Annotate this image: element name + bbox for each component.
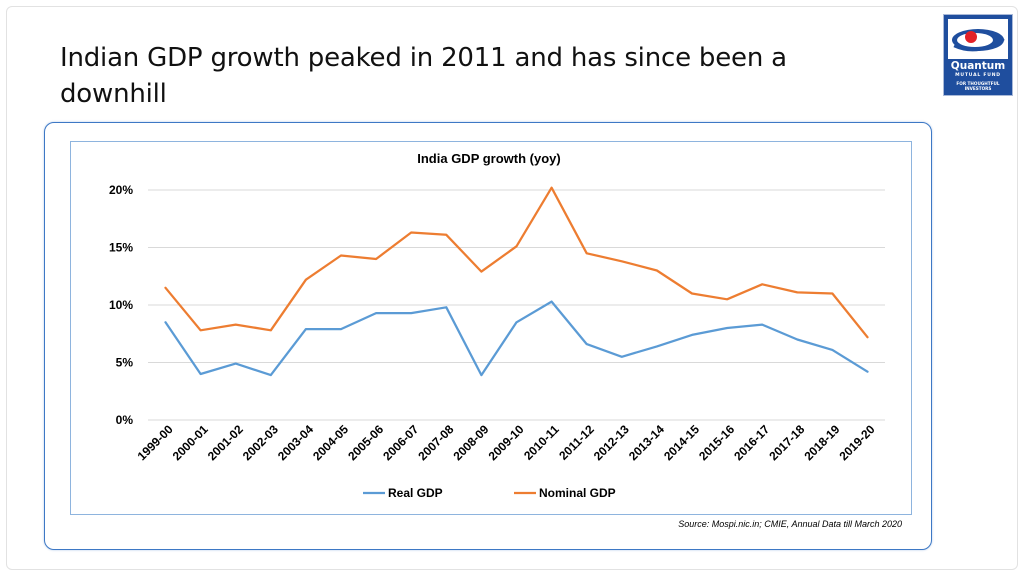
data-point-real-gdp xyxy=(515,321,518,324)
chart-title: India GDP growth (yoy) xyxy=(417,151,561,166)
data-point-nominal-gdp xyxy=(234,323,237,326)
data-point-real-gdp xyxy=(234,362,237,365)
y-tick-label: 20% xyxy=(109,183,133,197)
data-point-nominal-gdp xyxy=(691,292,693,295)
y-tick-label: 15% xyxy=(109,241,133,255)
logo-name: Quantum xyxy=(950,60,1006,72)
logo-emblem xyxy=(948,19,1008,59)
x-tick-label: 2018-19 xyxy=(801,422,842,463)
data-point-real-gdp xyxy=(270,374,272,376)
chart-frame xyxy=(70,141,912,515)
data-point-real-gdp xyxy=(585,343,588,345)
data-point-nominal-gdp xyxy=(796,291,799,294)
x-tick-label: 1999-00 xyxy=(135,422,176,463)
data-point-real-gdp xyxy=(550,300,553,303)
data-point-nominal-gdp xyxy=(831,292,834,295)
data-point-real-gdp xyxy=(445,306,448,309)
x-tick-label: 2008-09 xyxy=(450,422,491,463)
data-point-nominal-gdp xyxy=(550,186,553,189)
series-line-nominal-gdp xyxy=(164,186,869,339)
data-point-real-gdp xyxy=(691,334,693,336)
x-tick-label: 2014-15 xyxy=(661,422,702,463)
x-tick-label: 2012-13 xyxy=(591,422,632,463)
x-tick-label: 2000-01 xyxy=(170,422,211,463)
x-tick-label: 2017-18 xyxy=(766,422,807,463)
data-point-real-gdp xyxy=(375,312,377,314)
data-point-nominal-gdp xyxy=(164,286,167,289)
data-point-real-gdp xyxy=(761,323,763,326)
data-point-nominal-gdp xyxy=(656,269,658,272)
data-point-real-gdp xyxy=(656,345,658,348)
x-tick-label: 2005-06 xyxy=(345,422,386,463)
data-point-real-gdp xyxy=(726,327,728,329)
logo-subtitle: MUTUAL FUND xyxy=(955,73,1001,78)
data-point-nominal-gdp xyxy=(761,283,763,286)
data-point-real-gdp xyxy=(620,355,623,358)
y-tick-label: 5% xyxy=(116,356,134,370)
x-tick-label: 2009-10 xyxy=(486,422,527,463)
data-point-real-gdp xyxy=(199,373,202,375)
data-point-nominal-gdp xyxy=(410,231,413,234)
data-point-real-gdp xyxy=(796,338,799,341)
data-point-nominal-gdp xyxy=(866,336,869,339)
data-point-nominal-gdp xyxy=(340,254,342,257)
x-tick-label: 2019-20 xyxy=(837,422,878,463)
data-point-real-gdp xyxy=(305,328,307,330)
source-note: Source: Mospi.nic.in; CMIE, Annual Data … xyxy=(678,519,902,529)
data-point-real-gdp xyxy=(831,349,834,351)
series-line-real-gdp xyxy=(164,300,869,377)
y-tick-label: 10% xyxy=(109,298,133,312)
data-point-nominal-gdp xyxy=(375,258,377,260)
x-tick-label: 2015-16 xyxy=(696,422,737,463)
data-point-nominal-gdp xyxy=(305,278,307,281)
page-title: Indian GDP growth peaked in 2011 and has… xyxy=(60,43,787,109)
data-point-nominal-gdp xyxy=(620,260,623,263)
data-point-real-gdp xyxy=(340,328,342,330)
x-tick-label: 2016-17 xyxy=(731,422,772,463)
data-point-nominal-gdp xyxy=(480,270,483,273)
x-tick-label: 2002-03 xyxy=(240,422,281,463)
x-tick-label: 2004-05 xyxy=(310,422,351,463)
data-point-nominal-gdp xyxy=(515,245,518,248)
x-tick-label: 2011-12 xyxy=(556,422,597,463)
data-point-nominal-gdp xyxy=(199,329,202,332)
data-point-nominal-gdp xyxy=(585,252,588,255)
x-tick-label: 2003-04 xyxy=(275,422,316,463)
data-point-nominal-gdp xyxy=(445,234,448,236)
x-tick-label: 2010-11 xyxy=(521,422,562,463)
data-point-real-gdp xyxy=(480,374,483,376)
quantum-logo: Quantum MUTUAL FUND FOR THOUGHTFUL INVES… xyxy=(943,14,1013,96)
data-point-nominal-gdp xyxy=(270,329,272,332)
legend-label-nominal-gdp: Nominal GDP xyxy=(539,486,616,500)
logo-tagline: FOR THOUGHTFUL INVESTORS xyxy=(956,81,1000,91)
data-point-real-gdp xyxy=(410,312,413,314)
legend-label-real-gdp: Real GDP xyxy=(388,486,443,500)
data-point-nominal-gdp xyxy=(726,298,728,301)
x-tick-label: 2001-02 xyxy=(205,422,246,463)
x-tick-label: 2007-08 xyxy=(415,422,456,463)
data-point-real-gdp xyxy=(866,370,869,373)
x-tick-label: 2006-07 xyxy=(380,422,421,463)
x-tick-label: 2013-14 xyxy=(626,422,667,463)
chart-card xyxy=(44,122,932,550)
data-point-real-gdp xyxy=(164,321,167,324)
y-tick-label: 0% xyxy=(116,413,134,427)
